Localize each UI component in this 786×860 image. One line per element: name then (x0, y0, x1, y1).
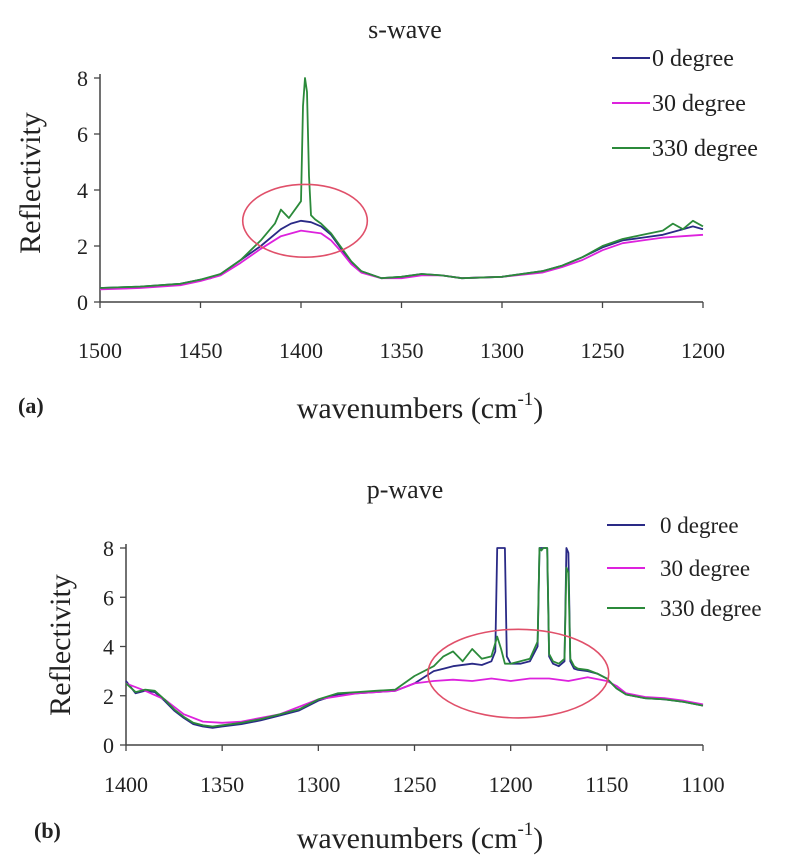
legend-label: 30 degree (660, 556, 750, 581)
x-axis-label: wavenumbers (cm-1) (297, 819, 544, 855)
x-tick-label: 1450 (179, 338, 223, 363)
plot-area: 0 2 4 6 8 1400 1350 1300 1250 1200 1150 1100 (103, 536, 725, 797)
chart-title: p-wave (367, 475, 444, 504)
legend-label: 0 degree (660, 513, 739, 538)
chart-panel-a: s-wave Reflectivity (a) wavenumbers (cm-… (14, 15, 758, 425)
x-tick-label: 1300 (296, 772, 340, 797)
x-tick-label: 1250 (393, 772, 437, 797)
highlight-ellipse (427, 628, 610, 719)
y-tick-label: 8 (77, 66, 88, 91)
legend: 0 degree 30 degree 330 degree (607, 513, 762, 621)
legend-label: 330 degree (652, 136, 758, 162)
series-line (99, 77, 704, 289)
x-tick-label: 1350 (200, 772, 244, 797)
x-tick-label: 1200 (489, 772, 533, 797)
series-line (99, 229, 704, 291)
x-tick-label: 1400 (104, 772, 148, 797)
chart-title: s-wave (368, 15, 442, 44)
x-tick-label: 1350 (380, 338, 424, 363)
x-tick-label: 1300 (480, 338, 524, 363)
y-tick-label: 6 (103, 585, 114, 610)
x-tick-label: 1250 (581, 338, 625, 363)
highlight-ellipse (241, 183, 369, 258)
y-tick-label: 2 (77, 234, 88, 259)
panel-label: (a) (18, 393, 44, 418)
x-tick-label: 1400 (279, 338, 323, 363)
y-tick-label: 6 (77, 122, 88, 147)
panel-label: (b) (34, 818, 61, 843)
x-tick-label: 1200 (681, 338, 725, 363)
y-tick-label: 4 (77, 178, 88, 203)
y-tick-label: 4 (103, 635, 114, 660)
y-tick-label: 0 (77, 290, 88, 315)
plot-area: 0 2 4 6 8 1500 1450 1400 1350 1300 1250 1200 (77, 66, 725, 363)
series-line (125, 676, 704, 724)
series-line (125, 547, 704, 729)
x-tick-label: 1100 (681, 772, 724, 797)
y-axis-label: Reflectivity (14, 112, 47, 254)
legend-label: 330 degree (660, 596, 762, 621)
legend: 0 degree 30 degree 330 degree (612, 46, 758, 162)
legend-label: 30 degree (652, 91, 746, 117)
chart-panel-b: p-wave Reflectivity (b) wavenumbers (cm-… (34, 475, 762, 855)
y-tick-label: 0 (103, 733, 114, 758)
x-tick-label: 1150 (585, 772, 628, 797)
y-tick-label: 2 (103, 684, 114, 709)
x-tick-label: 1500 (78, 338, 122, 363)
y-axis-label: Reflectivity (44, 574, 77, 716)
legend-label: 0 degree (652, 46, 734, 72)
x-axis-label: wavenumbers (cm-1) (297, 389, 544, 425)
series-line (125, 547, 704, 728)
y-tick-label: 8 (103, 536, 114, 561)
